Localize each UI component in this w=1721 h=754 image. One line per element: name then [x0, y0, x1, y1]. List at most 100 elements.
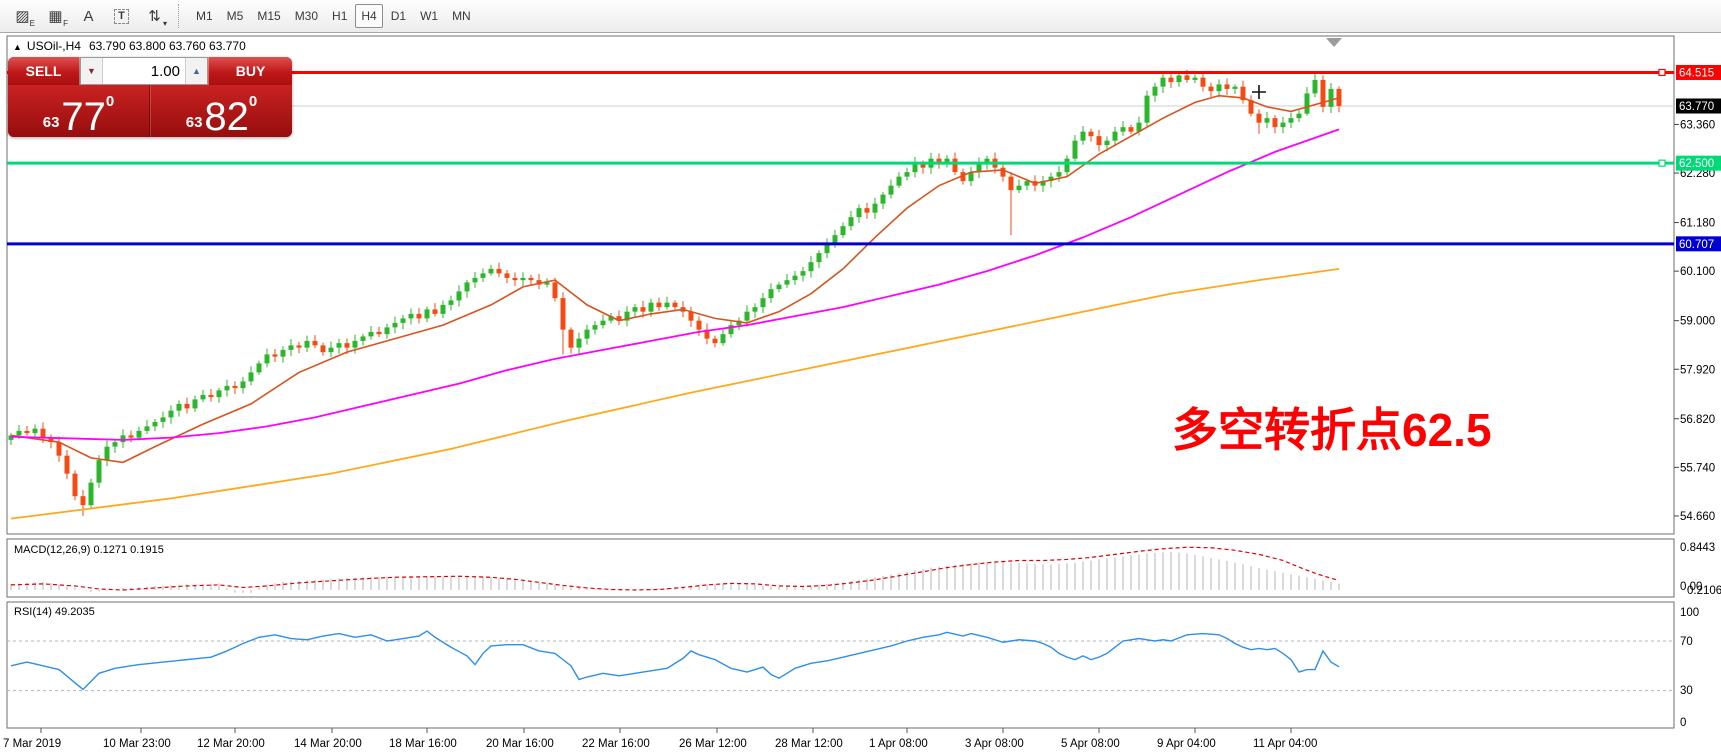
svg-text:100: 100: [1680, 607, 1699, 619]
rsi-line: [10, 630, 1340, 691]
svg-text:63.770: 63.770: [1679, 101, 1714, 113]
timeframe-w1-button[interactable]: W1: [414, 4, 444, 28]
pivot-annotation-text: 多空转折点62.5: [1172, 404, 1492, 456]
svg-text:9 Apr 04:00: 9 Apr 04:00: [1157, 738, 1216, 750]
timeframe-m30-button[interactable]: M30: [289, 4, 324, 28]
ohlc-values: 63.790 63.800 63.760 63.770: [88, 39, 246, 53]
symbol-period-label: USOil-,H4: [26, 39, 81, 53]
text-label-icon[interactable]: A: [72, 2, 105, 30]
volume-input[interactable]: [103, 58, 185, 84]
macd-indicator-label: MACD(12,26,9) 0.1271 0.1915: [14, 544, 164, 556]
annotation: 多空转折点62.5: [1172, 404, 1492, 456]
svg-text:10 Mar 23:00: 10 Mar 23:00: [103, 738, 171, 750]
svg-text:28 Mar 12:00: 28 Mar 12:00: [775, 738, 843, 750]
fibonacci-grid-icon[interactable]: ▦ F: [39, 2, 72, 30]
buy-price-prefix: 63: [185, 114, 203, 131]
timeframe-m1-button[interactable]: M1: [190, 4, 219, 28]
svg-text:11 Apr 04:00: 11 Apr 04:00: [1253, 738, 1317, 750]
sell-price-prefix: 63: [42, 114, 60, 131]
sell-price-big: 77: [61, 95, 106, 139]
expert-lines-icon-sub: E: [29, 19, 35, 28]
timeframe-m5-button[interactable]: M5: [221, 4, 250, 28]
svg-text:54.660: 54.660: [1680, 511, 1715, 523]
text-box-icon-glyph: T: [114, 8, 129, 24]
svg-text:70: 70: [1680, 636, 1693, 648]
expert-lines-icon-glyph: ▨: [15, 7, 30, 25]
crosshair-marker-icon: [1252, 85, 1266, 99]
fibonacci-grid-icon-glyph: ▦: [48, 7, 63, 25]
collapse-panel-icon[interactable]: ▲: [13, 42, 22, 52]
svg-text:0.2106: 0.2106: [1687, 585, 1721, 597]
svg-text:18 Mar 16:00: 18 Mar 16:00: [389, 738, 457, 750]
price-axis: 63.360 62.280 61.180 60.100 59.000 57.920 56.8…: [1674, 64, 1721, 523]
svg-text:64.515: 64.515: [1679, 67, 1714, 79]
svg-text:30: 30: [1680, 685, 1693, 697]
svg-text:26 Mar 12:00: 26 Mar 12:00: [679, 738, 747, 750]
text-box-icon[interactable]: T: [105, 2, 138, 30]
arrows-tool-icon-sub: ▾: [162, 19, 167, 28]
ma-slow: [10, 268, 1340, 520]
text-label-icon-glyph: A: [83, 7, 94, 25]
buy-price-big: 82: [204, 95, 249, 139]
ma-mid: [10, 128, 1340, 441]
svg-text:57.920: 57.920: [1680, 364, 1715, 376]
buy-button[interactable]: BUY: [208, 57, 292, 85]
svg-text:1 Apr 08:00: 1 Apr 08:00: [869, 738, 928, 750]
timeframe-m15-button[interactable]: M15: [251, 4, 286, 28]
sell-price-button[interactable]: 63 77 0: [8, 85, 150, 137]
ma-fast: [10, 94, 1340, 464]
ma-fast-line: [10, 94, 1340, 464]
timeframe-h1-button[interactable]: H1: [326, 4, 353, 28]
svg-text:22 Mar 16:00: 22 Mar 16:00: [582, 738, 650, 750]
expert-lines-icon[interactable]: ▨ E: [6, 2, 39, 30]
svg-text:60.707: 60.707: [1679, 239, 1714, 251]
ma-mid-line: [10, 128, 1340, 441]
svg-text:7 Mar 2019: 7 Mar 2019: [3, 738, 61, 750]
rsi-panel: 100 70 30 0: [7, 607, 1699, 729]
arrows-tool-icon[interactable]: ⇅ ▾: [138, 2, 171, 30]
svg-text:12 Mar 20:00: 12 Mar 20:00: [197, 738, 265, 750]
autoscroll-marker-icon: [1326, 38, 1342, 47]
timeframe-mn-button[interactable]: MN: [446, 4, 477, 28]
svg-text:0.00: 0.00: [1680, 581, 1702, 593]
svg-text:59.000: 59.000: [1680, 316, 1715, 328]
svg-text:60.100: 60.100: [1680, 266, 1715, 278]
arrows-tool-icon-glyph: ⇅: [148, 7, 161, 25]
volume-increase-button[interactable]: ▲: [185, 58, 207, 84]
volume-stepper: ▼ ▲: [80, 57, 208, 85]
svg-text:55.740: 55.740: [1680, 462, 1715, 474]
svg-text:62.280: 62.280: [1680, 168, 1715, 180]
sell-price-pip: 0: [105, 93, 115, 110]
toolbar-separator: [178, 4, 180, 28]
buy-price-pip: 0: [248, 93, 258, 110]
svg-text:5 Apr 08:00: 5 Apr 08:00: [1061, 738, 1120, 750]
time-axis: 7 Mar 2019 10 Mar 23:00 12 Mar 20:00 14 Mar…: [3, 728, 1317, 750]
buy-price-button[interactable]: 63 82 0: [150, 85, 292, 137]
chart-title-bar: ▲ USOil-,H4 63.790 63.800 63.760 63.770: [13, 39, 246, 53]
svg-text:0.8443: 0.8443: [1680, 542, 1715, 554]
svg-text:63.360: 63.360: [1680, 119, 1715, 131]
rsi-indicator-label: RSI(14) 49.2035: [14, 606, 95, 618]
candlestick-series: [8, 69, 1342, 516]
svg-text:62.500: 62.500: [1679, 158, 1714, 170]
ma-slow-line: [10, 268, 1340, 520]
fibonacci-grid-icon-sub: F: [63, 19, 68, 28]
svg-text:20 Mar 16:00: 20 Mar 16:00: [486, 738, 554, 750]
timeframe-h4-button[interactable]: H4: [355, 4, 383, 28]
timeframe-d1-button[interactable]: D1: [385, 4, 412, 28]
chart-markers: [1252, 38, 1342, 99]
sell-button[interactable]: SELL: [8, 57, 80, 85]
svg-text:14 Mar 20:00: 14 Mar 20:00: [294, 738, 362, 750]
svg-text:0: 0: [1680, 717, 1686, 729]
macd-panel: 0.8443 0.000.2106: [10, 542, 1721, 597]
toolbar: ▨ E ▦ F A T ⇅ ▾ M1 M5 M15 M30 H1 H4 D1 W1 MN: [0, 0, 1721, 33]
panel-frames: [6, 35, 1675, 729]
svg-text:3 Apr 08:00: 3 Apr 08:00: [965, 738, 1024, 750]
svg-text:61.180: 61.180: [1680, 218, 1715, 230]
macd-signal-line: [10, 546, 1340, 591]
svg-text:56.820: 56.820: [1680, 414, 1715, 426]
volume-decrease-button[interactable]: ▼: [81, 58, 103, 84]
